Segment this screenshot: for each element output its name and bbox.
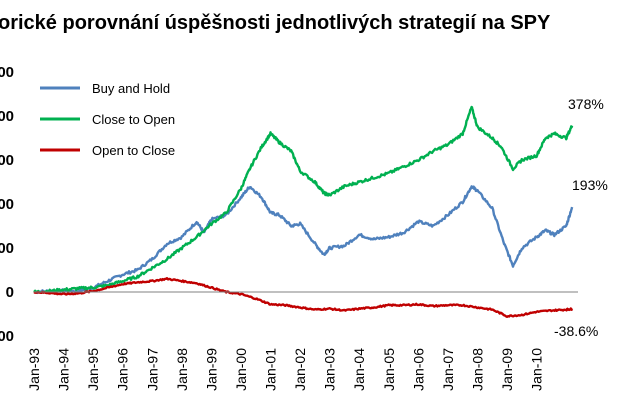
y-tick-label: 0 <box>6 284 14 301</box>
x-tick-label: Jan-07 <box>440 348 456 391</box>
x-tick-label: Jan-98 <box>174 348 190 391</box>
legend-label-1: Close to Open <box>92 112 175 127</box>
legend: Buy and Hold Close to Open Open to Close <box>40 81 175 158</box>
x-tick-label: Jan-09 <box>499 348 515 391</box>
x-tick-label: Jan-93 <box>26 348 42 391</box>
y-tick-label: 00 <box>0 196 14 213</box>
y-tick-label: 00 <box>0 240 14 257</box>
x-tick-label: Jan-05 <box>381 348 397 391</box>
legend-label-2: Open to Close <box>92 143 175 158</box>
x-axis: Jan-93 Jan-94 Jan-95 Jan-96 Jan-97 Jan-98 Jan-… <box>26 348 545 391</box>
x-tick-label: Jan-10 <box>529 348 545 391</box>
x-tick-label: Jan-95 <box>85 348 101 391</box>
x-tick-label: Jan-06 <box>410 348 426 391</box>
x-tick-label: Jan-04 <box>351 348 367 391</box>
y-tick-label: 00 <box>0 152 14 169</box>
end-label-1: 378% <box>568 96 604 112</box>
x-tick-label: Jan-97 <box>144 348 160 391</box>
y-tick-label: 00 <box>0 328 14 345</box>
x-tick-label: Jan-08 <box>469 348 485 391</box>
legend-label-0: Buy and Hold <box>92 81 170 96</box>
x-tick-label: Jan-94 <box>56 348 72 391</box>
chart-title: orické porovnání úspěšnosti jednotlivých… <box>0 12 551 34</box>
series-line-2 <box>33 277 574 318</box>
x-tick-label: Jan-96 <box>115 348 131 391</box>
x-tick-label: Jan-00 <box>233 348 249 391</box>
end-label-0: 193% <box>572 177 608 193</box>
y-tick-label: 00 <box>0 64 14 81</box>
series-line-1 <box>33 105 574 294</box>
x-tick-label: Jan-99 <box>203 348 219 391</box>
x-tick-label: Jan-01 <box>263 348 279 391</box>
end-label-2: -38.6% <box>554 323 598 339</box>
end-labels: 193% 378% -38.6% <box>554 96 608 339</box>
x-tick-label: Jan-03 <box>322 348 338 391</box>
series-layer <box>33 105 574 318</box>
series-line-0 <box>33 185 574 295</box>
x-tick-label: Jan-02 <box>292 348 308 391</box>
y-tick-label: 00 <box>0 108 14 125</box>
